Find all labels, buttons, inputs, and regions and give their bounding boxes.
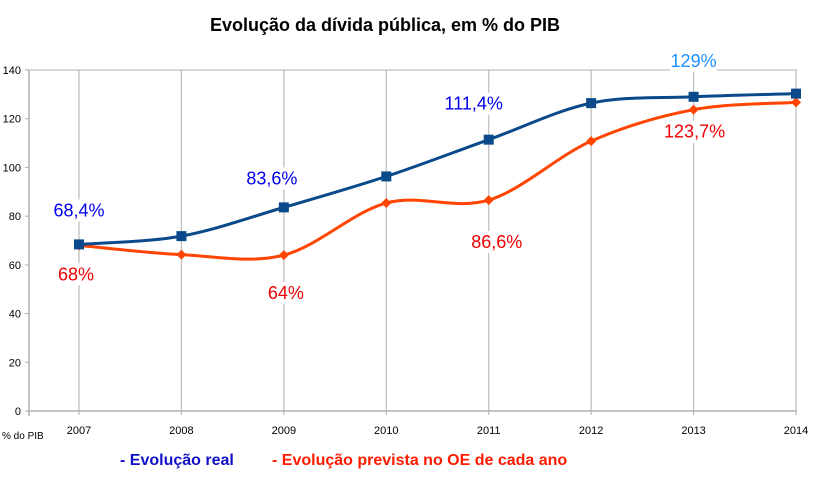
data-label-background (670, 49, 717, 72)
data-point-marker (791, 97, 801, 108)
data-point-marker (483, 195, 494, 206)
data-point-marker (381, 171, 392, 182)
legend-prevista: - Evolução prevista no OE de cada ano (272, 452, 568, 469)
data-point-marker (483, 134, 494, 145)
data-label-background (50, 199, 108, 222)
data-point-marker (278, 202, 289, 213)
data-point-marker (586, 98, 597, 109)
data-label: 68,4% (53, 200, 104, 220)
data-label-background (661, 120, 729, 143)
y-tick-label: 140 (3, 65, 21, 77)
data-label: 111,4% (445, 94, 503, 114)
y-tick-label: 80 (9, 211, 21, 223)
data-label: 86,6% (471, 232, 522, 252)
data-point-marker (586, 136, 597, 147)
data-point-marker (381, 197, 392, 208)
y-tick-label: 40 (9, 309, 21, 321)
y-tick-label: 20 (9, 357, 21, 369)
data-label-background (58, 263, 94, 286)
data-point-marker (278, 250, 289, 261)
data-label-background (440, 92, 508, 115)
x-tick-label: 2007 (67, 425, 91, 437)
chart-title: Evolução da dívida pública, em % do PIB (209, 15, 561, 35)
y-tick-label: 120 (3, 114, 21, 126)
x-tick-label: 2008 (169, 425, 193, 437)
data-point-marker (688, 91, 699, 102)
x-tick-label: 2009 (272, 425, 296, 437)
data-label: 68% (58, 264, 94, 284)
y-tick-label: 100 (3, 162, 21, 174)
x-tick-label: 2014 (784, 425, 808, 437)
data-point-marker (688, 104, 699, 115)
legend-real: - Evolução real (120, 452, 234, 469)
data-label: 129% (671, 51, 717, 71)
y-tick-label: 60 (9, 260, 21, 272)
data-label: 83,6% (246, 168, 297, 188)
data-point-marker (176, 231, 187, 242)
data-label-background (243, 167, 301, 190)
data-point-marker (791, 88, 801, 99)
data-label: 123,7% (664, 122, 725, 142)
y-axis-label: % do PIB (2, 431, 44, 442)
series-line-1 (78, 100, 797, 261)
data-point-marker (176, 249, 187, 260)
y-tick-label: 0 (15, 406, 21, 418)
data-label-background (268, 282, 304, 305)
data-point-marker (74, 239, 84, 250)
x-tick-label: 2013 (681, 425, 705, 437)
data-label-background (468, 231, 525, 254)
x-tick-label: 2010 (374, 425, 398, 437)
series-line-0 (78, 92, 797, 246)
data-label: 64% (268, 283, 304, 303)
x-tick-label: 2012 (579, 425, 603, 437)
x-tick-label: 2011 (477, 425, 501, 437)
